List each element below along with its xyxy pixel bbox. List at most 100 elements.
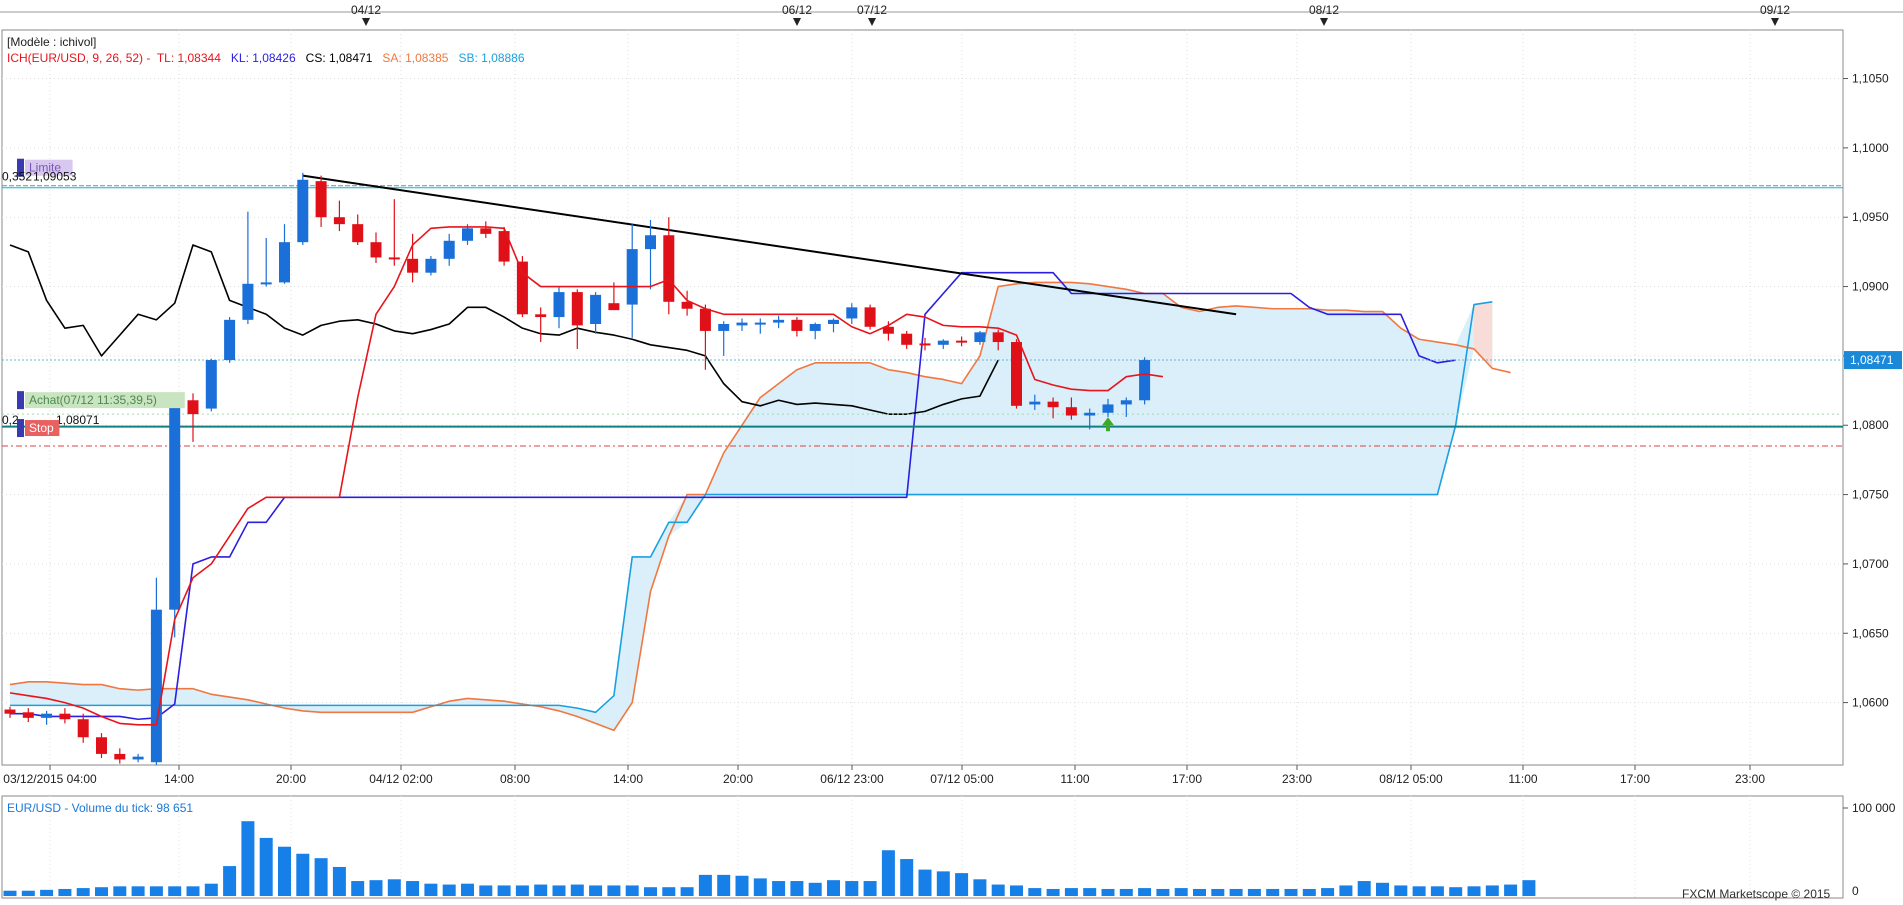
candle-body[interactable] [242, 283, 254, 320]
volume-bar[interactable] [845, 881, 859, 896]
stop-tag-box[interactable] [25, 420, 60, 437]
volume-bar[interactable] [3, 890, 17, 896]
volume-bar[interactable] [40, 889, 54, 896]
volume-bar[interactable] [1485, 885, 1499, 896]
candle-body[interactable] [59, 713, 71, 720]
candle-body[interactable] [773, 319, 785, 323]
volume-bar[interactable] [1083, 888, 1097, 896]
volume-bar[interactable] [515, 885, 529, 896]
candle-body[interactable] [297, 179, 309, 243]
candle-body[interactable] [315, 181, 327, 218]
volume-bar[interactable] [753, 878, 767, 896]
volume-bar[interactable] [1522, 880, 1536, 896]
candle-body[interactable] [535, 314, 547, 318]
candle-body[interactable] [626, 249, 638, 305]
volume-bar[interactable] [1449, 887, 1463, 896]
candle-body[interactable] [718, 324, 730, 331]
candle-body[interactable] [480, 228, 492, 234]
volume-bar[interactable] [1376, 882, 1389, 896]
volume-bar[interactable] [1504, 884, 1518, 896]
volume-bar[interactable] [1394, 885, 1408, 896]
candle-body[interactable] [1011, 342, 1022, 406]
candle-body[interactable] [681, 301, 693, 309]
candle-body[interactable] [882, 326, 894, 334]
candle-body[interactable] [919, 343, 931, 346]
candle-body[interactable] [699, 308, 711, 331]
candle-body[interactable] [498, 231, 510, 262]
volume-bar[interactable] [552, 885, 566, 896]
volume-bar[interactable] [204, 883, 218, 896]
volume-bar[interactable] [278, 846, 291, 896]
candle-body[interactable] [169, 400, 181, 610]
candle-body[interactable] [1120, 400, 1132, 405]
volume-bar[interactable] [461, 883, 474, 896]
volume-bar[interactable] [186, 886, 200, 896]
volume-bar[interactable] [790, 881, 804, 896]
volume-bar[interactable] [1357, 881, 1371, 896]
volume-bar[interactable] [1064, 888, 1078, 896]
volume-bar[interactable] [296, 853, 310, 896]
candle-body[interactable] [4, 709, 16, 714]
volume-bar[interactable] [131, 886, 145, 896]
candle-body[interactable] [645, 235, 656, 250]
volume-bar[interactable] [863, 881, 877, 896]
volume-bar[interactable] [113, 886, 127, 896]
volume-bar[interactable] [1247, 888, 1261, 896]
volume-bar[interactable] [698, 874, 712, 896]
volume-bar[interactable] [351, 881, 365, 896]
volume-bar[interactable] [369, 880, 383, 896]
candle-body[interactable] [205, 360, 217, 409]
candle-body[interactable] [407, 258, 419, 273]
volume-bar[interactable] [387, 879, 401, 896]
candle-body[interactable] [1139, 360, 1151, 401]
candle-body[interactable] [1084, 412, 1096, 416]
candle-body[interactable] [992, 332, 1004, 343]
candle-body[interactable] [1047, 401, 1059, 408]
candle-body[interactable] [132, 756, 144, 760]
candle-body[interactable] [77, 719, 89, 738]
volume-bar[interactable] [918, 869, 932, 896]
volume-bar[interactable] [991, 884, 1005, 896]
volume-bar[interactable] [607, 885, 621, 896]
volume-bar[interactable] [1156, 888, 1170, 896]
candle-body[interactable] [571, 292, 583, 326]
candle-body[interactable] [974, 332, 986, 343]
volume-bar[interactable] [1138, 888, 1152, 896]
volume-bar[interactable] [1339, 885, 1353, 896]
candle-body[interactable] [590, 294, 602, 324]
volume-bar[interactable] [314, 858, 328, 896]
candle-body[interactable] [846, 307, 858, 319]
volume-bar[interactable] [58, 888, 72, 896]
candle-body[interactable] [791, 319, 803, 331]
volume-bar[interactable] [1430, 886, 1444, 896]
volume-bar[interactable] [497, 885, 511, 896]
candle-body[interactable] [553, 292, 565, 318]
volume-bar[interactable] [808, 882, 822, 896]
volume-bar[interactable] [1028, 888, 1042, 896]
volume-bar[interactable] [1010, 885, 1023, 896]
candle-body[interactable] [754, 322, 766, 325]
candle-body[interactable] [828, 319, 839, 324]
volume-bar[interactable] [406, 881, 420, 896]
volume-bar[interactable] [332, 866, 346, 896]
candle-body[interactable] [333, 217, 345, 225]
limit-tag-handle[interactable] [17, 158, 24, 177]
volume-bar[interactable] [1101, 888, 1115, 896]
volume-bar[interactable] [973, 879, 987, 896]
volume-bar[interactable] [1302, 888, 1316, 896]
entry-tag-handle[interactable] [17, 391, 24, 410]
volume-bar[interactable] [625, 885, 639, 896]
volume-bar[interactable] [644, 887, 657, 896]
volume-bar[interactable] [1229, 888, 1243, 896]
candle-body[interactable] [864, 307, 876, 327]
volume-bar[interactable] [735, 875, 749, 896]
volume-bar[interactable] [570, 884, 584, 896]
candle-body[interactable] [96, 737, 107, 754]
candle-body[interactable] [114, 753, 126, 760]
volume-bar[interactable] [1266, 888, 1280, 896]
candle-body[interactable] [150, 609, 162, 763]
candle-body[interactable] [41, 713, 53, 718]
volume-bar[interactable] [149, 886, 163, 896]
